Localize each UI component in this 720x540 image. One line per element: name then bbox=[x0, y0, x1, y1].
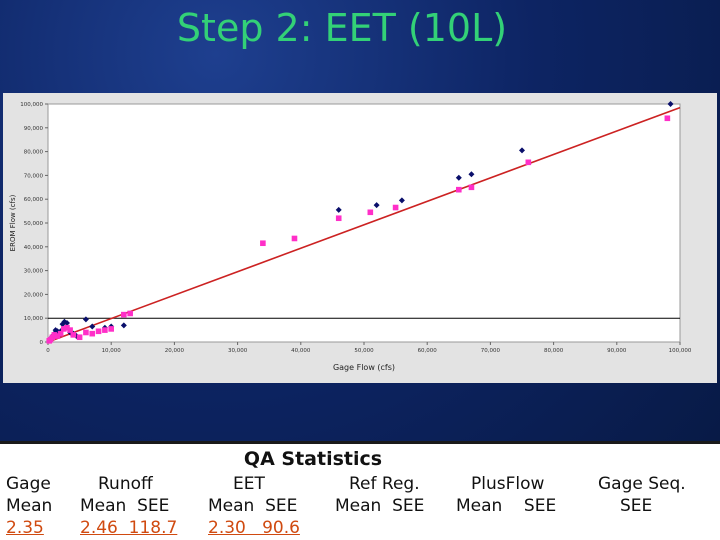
qa-statistics-title: QA Statistics bbox=[243, 448, 383, 470]
plusflow-header: PlusFlow bbox=[471, 474, 545, 494]
data-point-square bbox=[64, 324, 70, 331]
refreg-subheader: Mean SEE bbox=[335, 496, 425, 516]
x-tick-label: 30,000 bbox=[228, 348, 248, 354]
data-point-diamond bbox=[373, 202, 380, 209]
data-point-diamond bbox=[61, 318, 68, 325]
y-tick-label: 100,000 bbox=[20, 102, 43, 108]
eet-header: EET bbox=[233, 474, 265, 494]
gage-values: 2.35 bbox=[6, 518, 44, 538]
y-tick-label: 60,000 bbox=[24, 197, 44, 203]
x-tick-label: 0 bbox=[46, 348, 50, 354]
data-point-square bbox=[51, 332, 58, 338]
data-point-square bbox=[57, 330, 64, 337]
eet-subheader: Mean SEE bbox=[208, 496, 298, 516]
data-point-square bbox=[83, 329, 89, 336]
data-point-diamond bbox=[455, 174, 462, 181]
y-tick-label: 90,000 bbox=[24, 126, 44, 132]
y-tick-label: 30,000 bbox=[24, 269, 44, 275]
data-point-diamond bbox=[63, 319, 70, 326]
data-point-square bbox=[70, 332, 77, 338]
data-point-square bbox=[392, 204, 399, 211]
data-point-square bbox=[76, 334, 83, 341]
data-point-diamond bbox=[89, 323, 96, 330]
qa-statistics-panel: QA Statistics Gage Mean 2.35 Runoff Mean… bbox=[0, 441, 720, 540]
gageseq-header: Gage Seq. bbox=[598, 474, 686, 494]
data-point-square bbox=[291, 235, 298, 242]
data-point-diamond bbox=[519, 147, 525, 154]
data-point-square bbox=[260, 240, 266, 247]
x-tick-label: 40,000 bbox=[291, 348, 311, 354]
data-point-square bbox=[127, 310, 133, 317]
slide-title: Step 2: EET (10L) bbox=[0, 6, 720, 50]
y-tick-label: 40,000 bbox=[24, 245, 44, 251]
data-point-square bbox=[67, 327, 73, 333]
x-tick-label: 80,000 bbox=[544, 348, 564, 354]
data-point-square bbox=[89, 330, 96, 337]
runoff-subheader: Mean SEE bbox=[80, 496, 170, 516]
gage-header: Gage bbox=[6, 474, 51, 494]
x-tick-label: 100,000 bbox=[669, 348, 692, 354]
plusflow-subheader: Mean SEE bbox=[456, 496, 557, 516]
data-point-square bbox=[102, 327, 108, 333]
slide-title-text: Step 2: EET (10L) bbox=[176, 6, 508, 50]
data-point-diamond bbox=[82, 316, 89, 323]
y-tick-label: 50,000 bbox=[24, 221, 44, 227]
x-tick-label: 70,000 bbox=[481, 348, 501, 354]
gageseq-subheader: SEE bbox=[620, 496, 653, 516]
gage-subheader: Mean bbox=[6, 496, 53, 516]
y-tick-label: 10,000 bbox=[24, 316, 44, 322]
y-tick-label: 0 bbox=[40, 340, 44, 346]
chart-panel: 0 10,000 20,000 30,000 40,000 50,000 60,000 70,… bbox=[3, 93, 717, 383]
data-point-square bbox=[456, 186, 462, 193]
data-point-square bbox=[95, 328, 102, 335]
data-point-diamond bbox=[667, 101, 674, 107]
y-tick-label: 70,000 bbox=[24, 173, 44, 179]
x-tick-label: 90,000 bbox=[607, 348, 627, 354]
data-point-square bbox=[54, 333, 61, 339]
x-tick-label: 10,000 bbox=[102, 348, 122, 354]
data-point-diamond bbox=[335, 206, 342, 213]
data-point-square bbox=[367, 209, 374, 216]
data-point-square bbox=[525, 159, 532, 166]
refreg-header: Ref Reg. bbox=[349, 474, 420, 494]
x-tick-label: 20,000 bbox=[165, 348, 185, 354]
scatter-chart: 0 10,000 20,000 30,000 40,000 50,000 60,000 70,… bbox=[9, 101, 692, 372]
y-tick-label: 80,000 bbox=[24, 150, 44, 156]
eet-values: 2.30 90.6 bbox=[208, 518, 300, 538]
data-point-square bbox=[108, 326, 114, 332]
x-tick-label: 60,000 bbox=[418, 348, 438, 354]
y-tick-label: 20,000 bbox=[24, 292, 44, 298]
data-point-square bbox=[335, 215, 342, 222]
data-point-square bbox=[61, 326, 67, 332]
data-point-square bbox=[468, 184, 475, 191]
fit-line bbox=[47, 106, 681, 343]
x-tick-label: 50,000 bbox=[354, 348, 374, 354]
data-point-diamond bbox=[120, 322, 127, 329]
runoff-header: Runoff bbox=[98, 474, 153, 494]
data-point-square bbox=[121, 311, 127, 318]
data-point-square bbox=[664, 115, 671, 122]
data-point-diamond bbox=[468, 171, 475, 178]
x-axis-label: Gage Flow (cfs) bbox=[333, 363, 395, 372]
runoff-values: 2.46 118.7 bbox=[80, 518, 178, 538]
data-point-diamond bbox=[398, 197, 405, 204]
y-axis-label: EROM Flow (cfs) bbox=[9, 194, 17, 251]
